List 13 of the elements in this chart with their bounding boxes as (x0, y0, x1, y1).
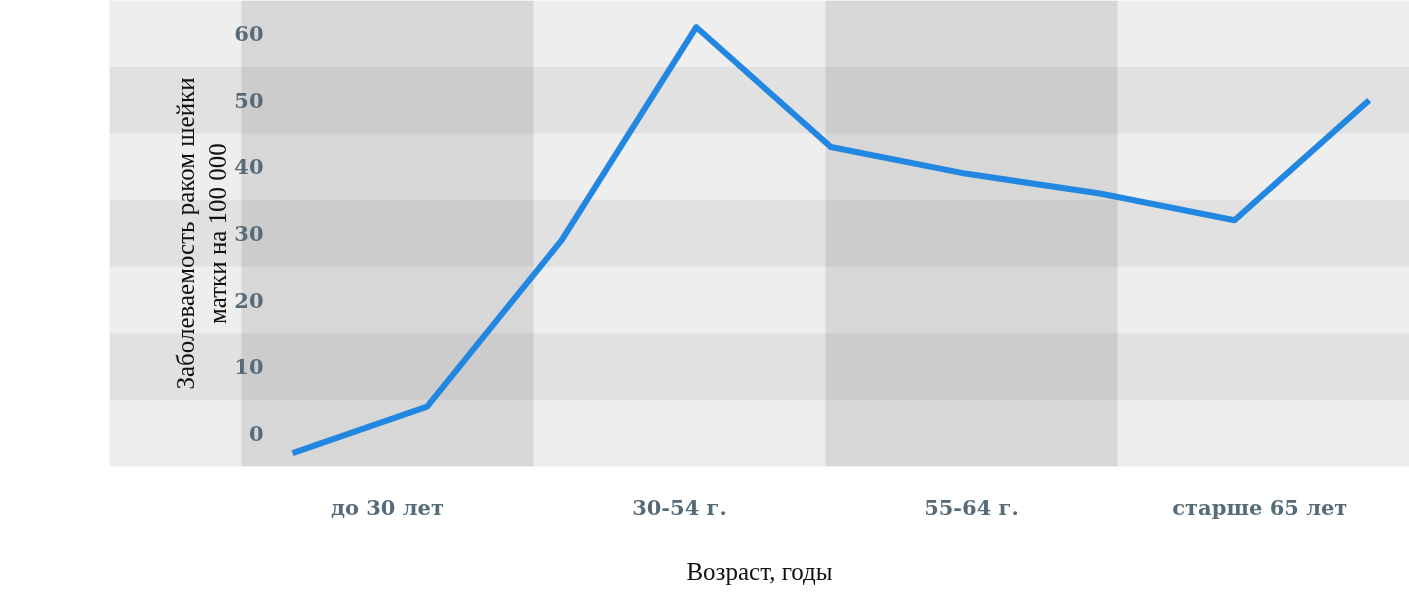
text: 30-54 г. (632, 494, 727, 520)
x-axis-title: Возраст, годы (686, 557, 833, 585)
y-tick-label: 0 (248, 420, 264, 446)
y-tick-label: 50 (234, 87, 264, 113)
y-tick-label: 20 (234, 287, 264, 313)
text: до 30 лет (330, 494, 444, 520)
text: 55-64 г. (924, 494, 1019, 520)
y-tick-label: 10 (234, 354, 264, 380)
y-tick-label: 30 (234, 221, 264, 246)
y-tick-label: 40 (234, 154, 264, 180)
y-axis-title: Заболеваемость раком шейки матки на 100 000 (171, 77, 232, 390)
y-tick-label: 60 (234, 21, 264, 47)
text: старше 65 лет (1172, 494, 1348, 520)
